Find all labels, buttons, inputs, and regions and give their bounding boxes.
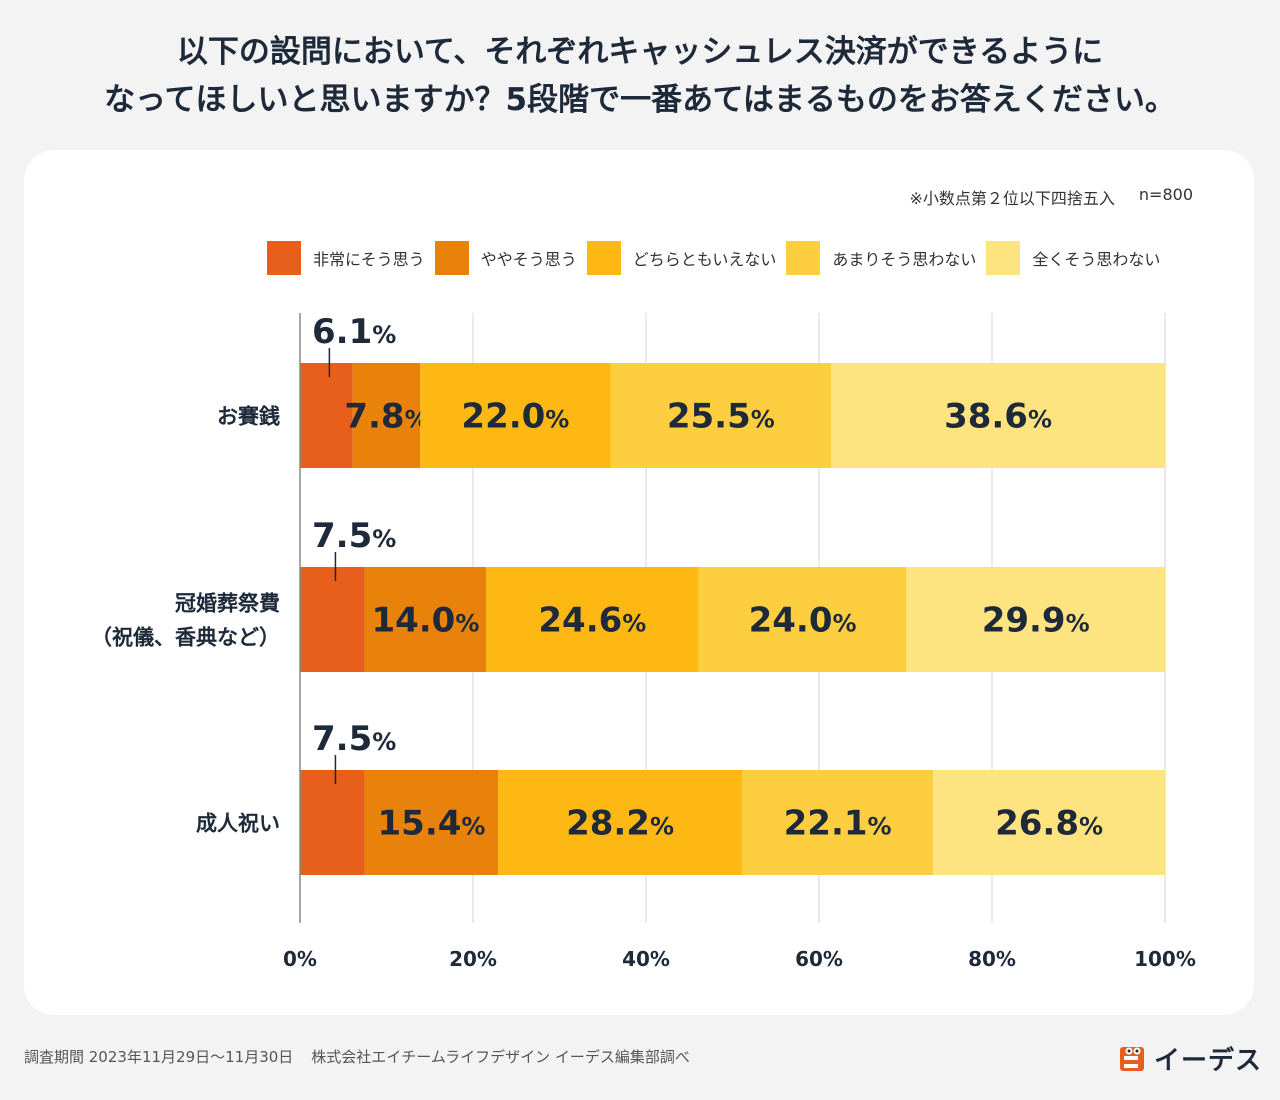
title-line-2: なってほしいと思いますか？5段階で一番あてはまるものをお答えください。: [104, 82, 1176, 118]
legend-swatch: [786, 241, 821, 275]
x-tick-label: 60%: [795, 947, 843, 971]
ides-logo-icon: [1120, 1046, 1144, 1071]
bar-segment: [352, 363, 421, 468]
legend-label: あまりそう思わない: [832, 250, 977, 269]
bar-segment: [420, 363, 611, 468]
survey-source: 株式会社エイチームライフデザイン イーデス編集部調べ: [311, 1048, 690, 1066]
category-label: 成人祝い: [196, 812, 280, 836]
legend-item: ややそう思う: [434, 241, 577, 275]
data-label: 22.1%: [784, 804, 892, 844]
data-label: 28.2%: [566, 804, 674, 844]
legend-item: 非常にそう思う: [267, 241, 425, 275]
data-label: 26.8%: [995, 804, 1103, 844]
category-label: 冠婚葬祭費: [175, 592, 280, 616]
data-label: 24.6%: [538, 601, 646, 641]
bar-segment: [831, 363, 1165, 468]
x-tick-label: 100%: [1134, 947, 1196, 971]
legend-item: 全くそう思わない: [986, 241, 1160, 275]
bar-segment: [364, 770, 499, 875]
bar-segment: [300, 363, 353, 468]
bar-segment: [364, 567, 486, 672]
x-tick-label: 40%: [622, 947, 670, 971]
bar-segment: [906, 567, 1165, 672]
bar-segment: [300, 770, 365, 875]
footer: 調査期間 2023年11月29日〜11月30日 株式会社エイチームライフデザイン…: [24, 1046, 690, 1067]
data-label: 29.9%: [982, 601, 1090, 641]
legend-label: ややそう思う: [480, 250, 577, 269]
brand-name: イーデス: [1154, 1046, 1263, 1076]
bar-segment: [485, 567, 699, 672]
bar-segment: [933, 770, 1165, 875]
data-label: 24.0%: [749, 601, 857, 641]
legend-swatch: [586, 241, 621, 275]
bar-segment: [610, 363, 832, 468]
legend-swatch: [986, 241, 1021, 275]
category-label: お賽銭: [217, 405, 280, 429]
legend-label: どちらともいえない: [632, 250, 777, 269]
data-label: 38.6%: [944, 397, 1052, 437]
chart-title: 以下の設問において、それぞれキャッシュレス決済ができるように なってほしいと思い…: [0, 28, 1280, 124]
bar-segment: [300, 567, 365, 672]
legend-swatch: [434, 241, 469, 275]
legend: 非常にそう思う ややそう思う どちらともいえない あまりそう思わない 全くそう思わない: [267, 240, 1170, 276]
legend-label: 全くそう思わない: [1032, 250, 1161, 269]
data-label: 7.5%: [312, 516, 396, 556]
data-label: 6.1%: [312, 312, 396, 352]
data-label: 15.4%: [378, 804, 486, 844]
brand-logo: イーデス: [1118, 1040, 1262, 1077]
legend-label: 非常にそう思う: [313, 250, 425, 269]
x-tick-label: 0%: [283, 947, 317, 971]
rounding-note: ※小数点第２位以下四捨五入: [909, 189, 1115, 208]
chart-note: ※小数点第２位以下四捨五入 n=800: [909, 185, 1193, 209]
x-tick-label: 80%: [968, 947, 1016, 971]
data-label: 14.0%: [371, 601, 479, 641]
bar-segment: [742, 770, 934, 875]
sample-size: n=800: [1138, 185, 1193, 204]
legend-item: あまりそう思わない: [786, 241, 976, 275]
survey-period: 調査期間 2023年11月29日〜11月30日: [24, 1048, 294, 1066]
bar-segment: [498, 770, 743, 875]
data-label: 7.5%: [312, 719, 396, 759]
legend-item: どちらともいえない: [586, 241, 777, 275]
legend-swatch: [267, 241, 301, 275]
title-line-1: 以下の設問において、それぞれキャッシュレス決済ができるように: [176, 34, 1104, 70]
data-label: 22.0%: [461, 397, 569, 437]
x-tick-label: 20%: [449, 947, 497, 971]
bar-segment: [698, 567, 907, 672]
data-label: 25.5%: [667, 397, 775, 437]
category-label: （祝儀、香典など）: [91, 626, 280, 650]
